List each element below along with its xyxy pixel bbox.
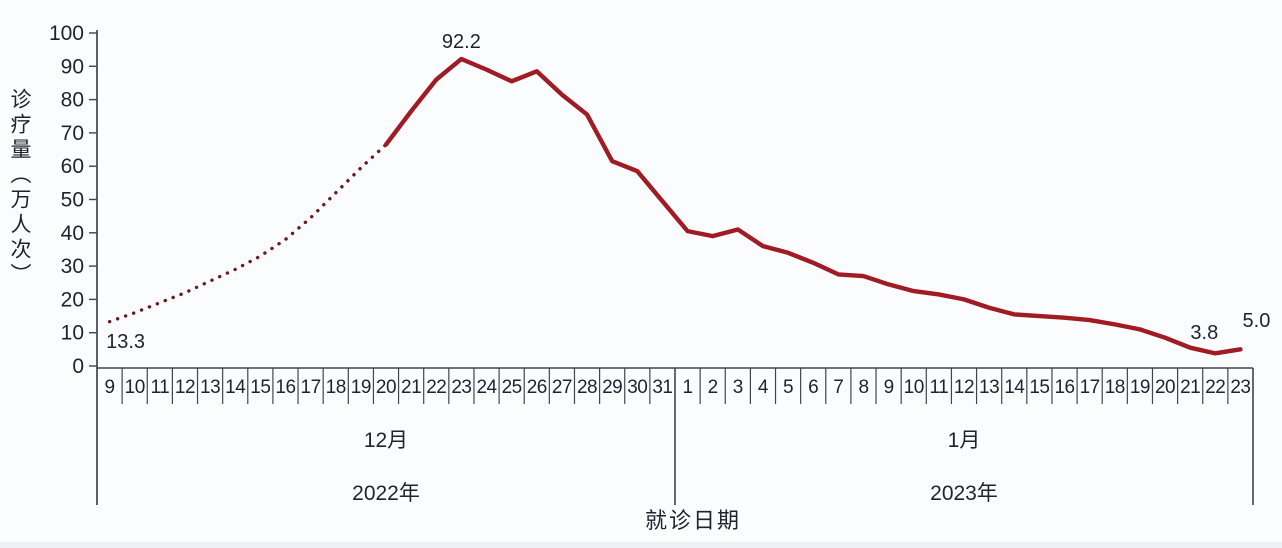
data-label-last: 5.0 <box>1242 310 1271 333</box>
day-tick-label: 8 <box>858 377 868 398</box>
day-tick-label: 18 <box>1105 377 1125 398</box>
y-axis-tick-label: 100 <box>49 22 84 45</box>
day-tick-label: 16 <box>1054 377 1074 398</box>
day-tick-label: 19 <box>351 377 371 398</box>
day-tick-label: 9 <box>105 377 115 398</box>
day-tick-label: 28 <box>577 377 597 398</box>
data-label-min: 3.8 <box>1190 322 1219 345</box>
day-tick-label: 9 <box>884 377 894 398</box>
day-tick-label: 30 <box>627 377 647 398</box>
y-axis-tick-label: 10 <box>61 322 84 345</box>
day-tick-label: 23 <box>451 377 471 398</box>
bottom-edge-strip <box>0 542 1282 548</box>
day-tick-label: 16 <box>275 377 295 398</box>
day-tick-label: 18 <box>326 377 346 398</box>
y-axis-tick-label: 90 <box>61 55 84 78</box>
y-axis-tick-label: 0 <box>72 355 84 378</box>
day-tick-label: 6 <box>808 377 818 398</box>
day-tick-label: 17 <box>1080 377 1100 398</box>
day-tick-label: 23 <box>1230 377 1250 398</box>
y-axis-tick-label: 20 <box>61 288 84 311</box>
y-axis-tick-label: 60 <box>61 155 84 178</box>
y-axis-title: 诊疗量（万人次） <box>8 88 31 288</box>
day-tick-label: 20 <box>1155 377 1175 398</box>
month-label-december: 12月 <box>363 429 409 452</box>
day-tick-label: 17 <box>301 377 321 398</box>
day-tick-label: 14 <box>225 377 246 398</box>
y-axis-tick-label: 70 <box>61 122 84 145</box>
series-solid-segment <box>383 56 1243 356</box>
y-axis-tick-label: 30 <box>61 255 84 278</box>
day-tick-label: 13 <box>200 377 220 398</box>
day-tick-label: 1 <box>683 377 693 398</box>
day-tick-label: 22 <box>426 377 446 398</box>
series-dotted-segment <box>107 142 388 324</box>
day-tick-label: 19 <box>1130 377 1150 398</box>
day-tick-label: 4 <box>758 377 769 398</box>
day-tick-label: 2 <box>708 377 718 398</box>
day-tick-label: 31 <box>652 377 672 398</box>
day-tick-label: 15 <box>1029 377 1049 398</box>
y-axis-tick-label: 80 <box>61 89 84 112</box>
day-tick-label: 10 <box>125 377 145 398</box>
day-tick-label: 11 <box>930 377 949 398</box>
day-tick-label: 12 <box>175 377 195 398</box>
day-tick-label: 26 <box>527 377 547 398</box>
day-tick-label: 27 <box>552 377 572 398</box>
day-tick-label: 29 <box>602 377 622 398</box>
day-tick-label: 5 <box>783 377 793 398</box>
data-label-first: 13.3 <box>106 330 146 353</box>
year-label-2023: 2023年 <box>930 482 998 505</box>
x-axis-title: 就诊日期 <box>644 508 741 533</box>
day-tick-label: 11 <box>150 377 169 398</box>
y-axis-tick-label: 50 <box>61 189 84 212</box>
day-tick-label: 21 <box>1180 377 1200 398</box>
day-tick-label: 15 <box>250 377 270 398</box>
day-tick-label: 3 <box>733 377 743 398</box>
day-tick-label: 13 <box>979 377 999 398</box>
day-tick-label: 10 <box>904 377 924 398</box>
month-label-january: 1月 <box>947 429 981 452</box>
day-tick-label: 25 <box>502 377 522 398</box>
data-label-peak: 92.2 <box>441 30 481 53</box>
y-axis-tick-label: 40 <box>61 222 84 245</box>
day-tick-label: 7 <box>833 377 843 398</box>
day-tick-label: 20 <box>376 377 396 398</box>
day-tick-label: 22 <box>1205 377 1225 398</box>
day-tick-label: 12 <box>954 377 974 398</box>
year-label-2022: 2022年 <box>352 482 420 505</box>
day-tick-label: 14 <box>1004 377 1025 398</box>
day-tick-label: 21 <box>401 377 421 398</box>
day-tick-label: 24 <box>476 377 497 398</box>
